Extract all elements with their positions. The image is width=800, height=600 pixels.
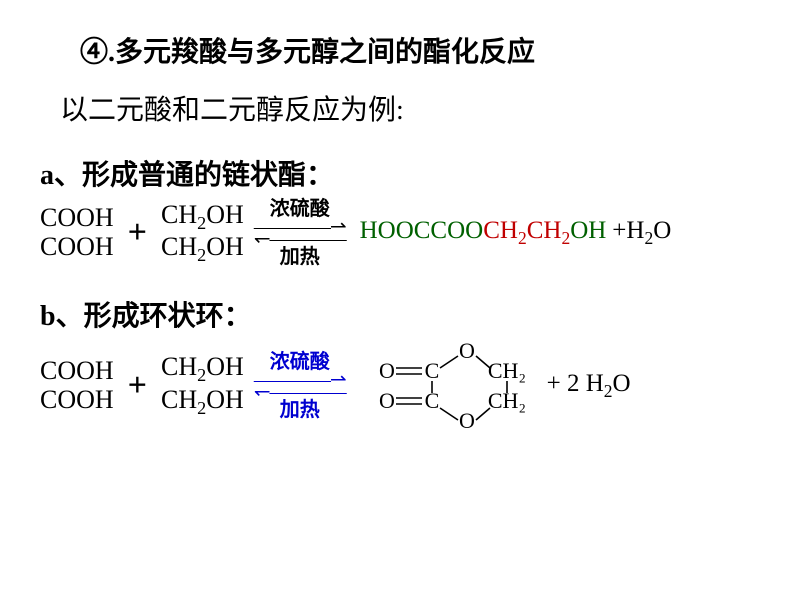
- main-title: ④.多元羧酸与多元醇之间的酯化反应: [80, 30, 760, 70]
- ring-ch2-top: CH₂: [487, 358, 525, 383]
- arrow-conditions-b: 浓硫酸 ――――⇀ ↽―――― 加热: [254, 350, 346, 422]
- water-a: +H2O: [612, 217, 671, 249]
- arrow-conditions: 浓硫酸 ――――⇀ ↽―――― 加热: [254, 197, 346, 269]
- equilibrium-arrow: ――――⇀ ↽――――: [254, 221, 346, 245]
- reaction-a: COOH COOH + CH2OH CH2OH 浓硫酸 ――――⇀ ↽―――― …: [40, 197, 760, 269]
- plus-sign: +: [128, 214, 147, 252]
- acid-line1: COOH: [40, 203, 114, 232]
- reaction-b: COOH COOH + CH2OH CH2OH 浓硫酸 ――――⇀ ↽―――― …: [40, 338, 760, 433]
- acid-reactant: COOH COOH: [40, 204, 114, 261]
- ring-c-tl: C: [424, 358, 439, 383]
- cond-bot-b: 加热: [280, 398, 320, 422]
- alcohol-reactant-b: CH2OH CH2OH: [161, 353, 244, 417]
- alcohol-reactant: CH2OH CH2OH: [161, 201, 244, 265]
- cyclic-ester-structure: C C O O CH₂ CH₂ O O: [362, 338, 537, 433]
- ring-o-tr: O: [459, 338, 475, 363]
- water-b: + 2 H2O: [547, 370, 631, 402]
- product-a: HOOCCOOCH2CH2OH: [360, 217, 607, 249]
- acid-line2: COOH: [40, 232, 114, 261]
- plus-sign-b: +: [128, 367, 147, 405]
- ring-o-dbl-t: O: [379, 358, 395, 383]
- equilibrium-arrow-b: ――――⇀ ↽――――: [254, 374, 346, 398]
- acid-reactant-b: COOH COOH: [40, 357, 114, 414]
- cond-bot: 加热: [280, 245, 320, 269]
- section-b-label: b、形成环状环：: [40, 294, 760, 334]
- ring-o-dbl-b: O: [379, 388, 395, 413]
- ring-o-br: O: [459, 408, 475, 433]
- section-a-label: a、形成普通的链状酯：: [40, 153, 760, 193]
- subtitle: 以二元酸和二元醇反应为例:: [60, 88, 760, 128]
